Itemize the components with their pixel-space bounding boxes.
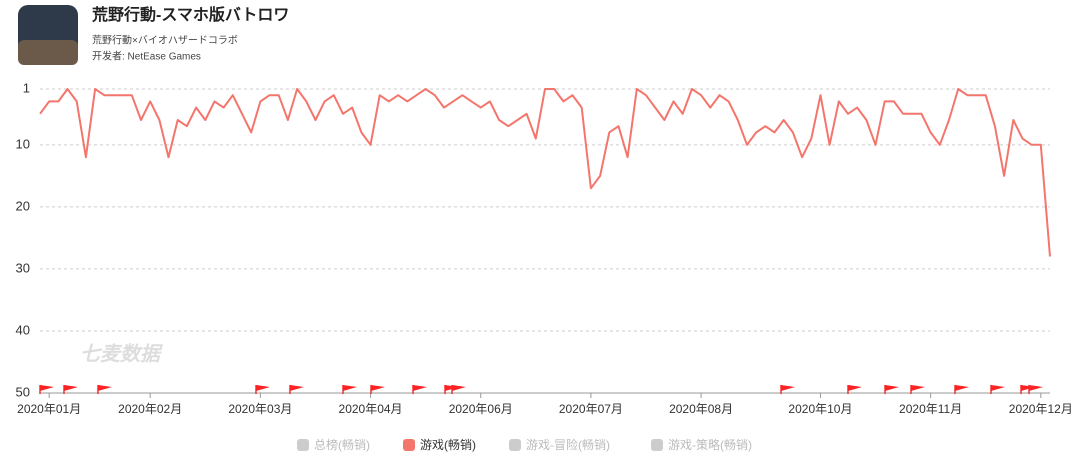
legend-label[interactable]: 游戏-策略(畅销) (668, 437, 752, 452)
flag (911, 385, 925, 391)
developer: 开发者: NetEase Games (92, 50, 201, 63)
flag (98, 385, 112, 391)
x-tick-label: 2020年11月 (899, 402, 962, 416)
x-tick-label: 2020年12月 (1009, 402, 1073, 416)
flag (40, 385, 54, 391)
x-tick-label: 2020年08月 (669, 402, 733, 416)
y-tick-label: 30 (16, 260, 30, 275)
legend-label[interactable]: 游戏(畅销) (420, 438, 476, 452)
y-tick-label: 1 (23, 80, 30, 95)
x-tick-label: 2020年07月 (559, 402, 623, 416)
app-icon-band (18, 40, 78, 65)
flag (256, 385, 270, 391)
watermark: 七麦数据 (80, 342, 163, 365)
flag (1029, 385, 1043, 391)
legend-label[interactable]: 总榜(畅销) (314, 437, 370, 452)
flag (452, 385, 466, 391)
line-series (39, 88, 1051, 257)
x-tick-label: 2020年10月 (788, 402, 852, 416)
x-tick-label: 2020年06月 (449, 402, 513, 416)
flag (955, 385, 969, 391)
flag (290, 385, 304, 391)
x-tick-label: 2020年03月 (228, 402, 292, 416)
flag (848, 385, 862, 391)
legend-swatch[interactable] (403, 439, 415, 451)
legend-label[interactable]: 游戏-冒险(畅销) (526, 437, 610, 452)
x-tick-label: 2020年01月 (17, 402, 81, 416)
y-tick-label: 50 (16, 384, 30, 399)
legend-swatch[interactable] (509, 439, 521, 451)
flag (64, 385, 78, 391)
y-tick-label: 10 (16, 136, 30, 151)
y-tick-label: 40 (16, 322, 30, 337)
x-tick-label: 2020年04月 (339, 402, 403, 416)
flag (991, 385, 1005, 391)
flag (343, 385, 357, 391)
legend-swatch[interactable] (297, 439, 309, 451)
flag (371, 385, 385, 391)
flag (885, 385, 899, 391)
app-title: 荒野行動-スマホ版バトロワ (91, 5, 289, 24)
app-subtitle: 荒野行動×バイオハザードコラボ (92, 34, 238, 47)
flag (413, 385, 427, 391)
flag (781, 385, 795, 391)
y-tick-label: 20 (16, 198, 30, 213)
legend-swatch[interactable] (651, 439, 663, 451)
x-tick-label: 2020年02月 (118, 402, 182, 416)
